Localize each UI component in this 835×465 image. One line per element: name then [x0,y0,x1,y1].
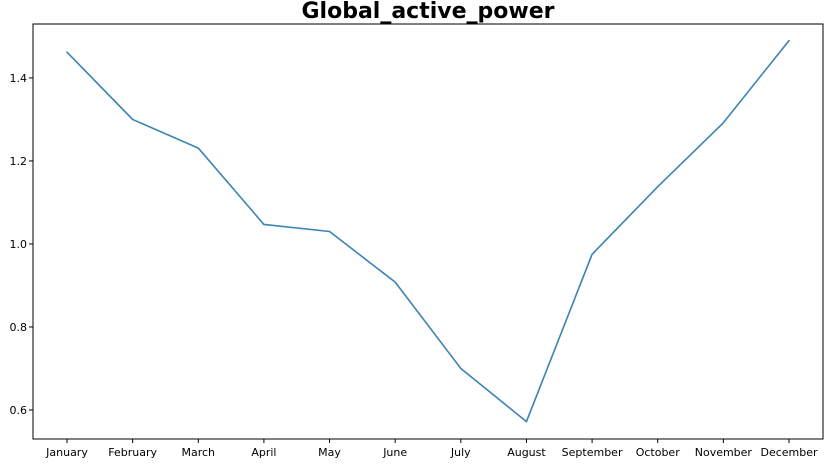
x-tick-label-may: May [318,446,341,459]
chart-title: Global_active_power [301,0,554,24]
series-layer [66,39,790,423]
x-tick-label-august: August [507,446,546,459]
data-point-february [131,118,134,121]
data-point-january [66,51,68,54]
data-point-july [460,367,462,370]
x-tick-label-october: October [636,446,680,459]
data-point-october [656,185,659,188]
data-point-june [394,281,396,283]
data-point-november [722,121,725,124]
x-tick-label-september: September [562,446,623,459]
x-tick-label-april: April [251,446,276,459]
x-tick-label-march: March [181,446,215,459]
x-tick-label-june: June [382,446,407,459]
y-tick-label: 1.0 [10,238,28,251]
y-tick-label: 1.2 [10,155,28,168]
x-tick-label-december: December [760,446,818,459]
x-axis: January February March April May June July Augu… [45,439,818,459]
series-line-0 [66,40,790,423]
y-tick-label: 1.4 [10,72,28,85]
y-axis: 0.6 0.8 1.0 1.2 1.4 [10,72,33,417]
data-point-april [263,223,265,226]
plot-frame [32,23,824,440]
x-tick-label-july: July [450,446,471,459]
data-point-may [328,230,331,233]
x-tick-label-february: February [108,446,157,459]
x-tick-label-january: January [45,446,88,459]
y-tick-label: 0.8 [10,321,28,334]
x-tick-label-november: November [695,446,753,459]
data-point-march [197,147,200,149]
data-point-august [525,420,528,423]
data-point-september [591,253,593,256]
data-point-december [788,39,790,42]
y-tick-label: 0.6 [10,404,28,417]
